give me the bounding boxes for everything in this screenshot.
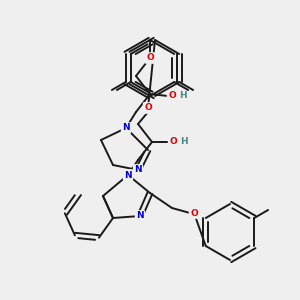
Text: O: O bbox=[144, 103, 152, 112]
Text: O: O bbox=[169, 137, 177, 146]
Text: H: H bbox=[179, 92, 187, 100]
Text: N: N bbox=[134, 166, 142, 175]
Text: N: N bbox=[122, 124, 130, 133]
Text: N: N bbox=[124, 170, 132, 179]
Text: N: N bbox=[136, 212, 144, 220]
Text: O: O bbox=[168, 92, 176, 100]
Text: O: O bbox=[146, 53, 154, 62]
Text: O: O bbox=[190, 208, 198, 217]
Text: H: H bbox=[180, 137, 188, 146]
